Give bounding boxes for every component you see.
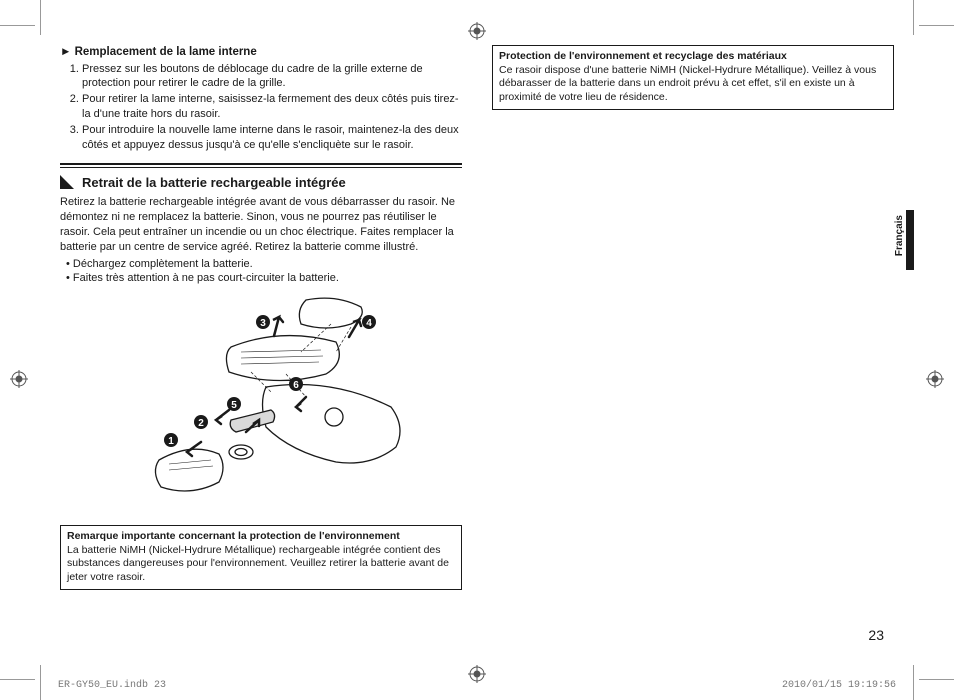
- recycling-note-box: Protection de l'environnement et recycla…: [492, 45, 894, 110]
- svg-text:4: 4: [366, 318, 372, 329]
- language-tab-bar: [906, 210, 914, 270]
- step-item: Pressez sur les boutons de déblocage du …: [82, 62, 462, 92]
- step-item: Pour retirer la lame interne, saisissez-…: [82, 92, 462, 122]
- svg-text:2: 2: [198, 418, 204, 429]
- triangle-icon: [60, 175, 74, 189]
- crop-mark: [913, 665, 914, 700]
- note-body: La batterie NiMH (Nickel-Hydrure Métalli…: [67, 544, 449, 583]
- crop-mark: [913, 0, 914, 35]
- footer-filename: ER-GY50_EU.indb 23: [58, 679, 166, 693]
- divider-thick: [60, 163, 462, 165]
- footer-timestamp: 2010/01/15 19:19:56: [782, 679, 896, 693]
- note-title: Protection de l'environnement et recycla…: [499, 50, 787, 62]
- note-body: Ce rasoir dispose d'une batterie NiMH (N…: [499, 64, 876, 103]
- registration-mark-icon: [926, 370, 944, 388]
- note-title: Remarque importante concernant la protec…: [67, 530, 400, 542]
- registration-mark-icon: [468, 665, 486, 683]
- environment-note-box: Remarque importante concernant la protec…: [60, 525, 462, 590]
- svg-text:5: 5: [231, 400, 237, 411]
- crop-mark: [40, 0, 41, 35]
- heading-blade-replacement: Remplacement de la lame interne: [60, 45, 462, 61]
- right-column: Protection de l'environnement et recycla…: [492, 45, 894, 655]
- registration-mark-icon: [10, 370, 28, 388]
- bullet-item: Déchargez complètement la batterie.: [66, 257, 462, 272]
- left-column: Remplacement de la lame interne Pressez …: [60, 45, 462, 655]
- step-item: Pour introduire la nouvelle lame interne…: [82, 123, 462, 153]
- bullet-item: Faites très attention à ne pas court-cir…: [66, 271, 462, 286]
- crop-mark: [919, 679, 954, 680]
- crop-mark: [919, 25, 954, 26]
- language-tab: Français: [893, 215, 907, 256]
- page-number: 23: [868, 626, 884, 645]
- crop-mark: [0, 25, 35, 26]
- bullet-list: Déchargez complètement la batterie. Fait…: [60, 257, 462, 287]
- crop-mark: [0, 679, 35, 680]
- section-title: Retrait de la batterie rechargeable inté…: [60, 174, 462, 192]
- svg-text:6: 6: [293, 380, 299, 391]
- exploded-diagram: 1 2 3 4 5 6: [60, 292, 462, 517]
- divider-thin: [60, 167, 462, 168]
- section-title-text: Retrait de la batterie rechargeable inté…: [82, 174, 346, 192]
- registration-mark-icon: [468, 22, 486, 40]
- battery-removal-text: Retirez la batterie rechargeable intégré…: [60, 195, 462, 254]
- crop-mark: [40, 665, 41, 700]
- steps-list: Pressez sur les boutons de déblocage du …: [60, 62, 462, 153]
- page-content: Remplacement de la lame interne Pressez …: [60, 45, 894, 655]
- svg-text:1: 1: [168, 436, 174, 447]
- svg-text:3: 3: [260, 318, 266, 329]
